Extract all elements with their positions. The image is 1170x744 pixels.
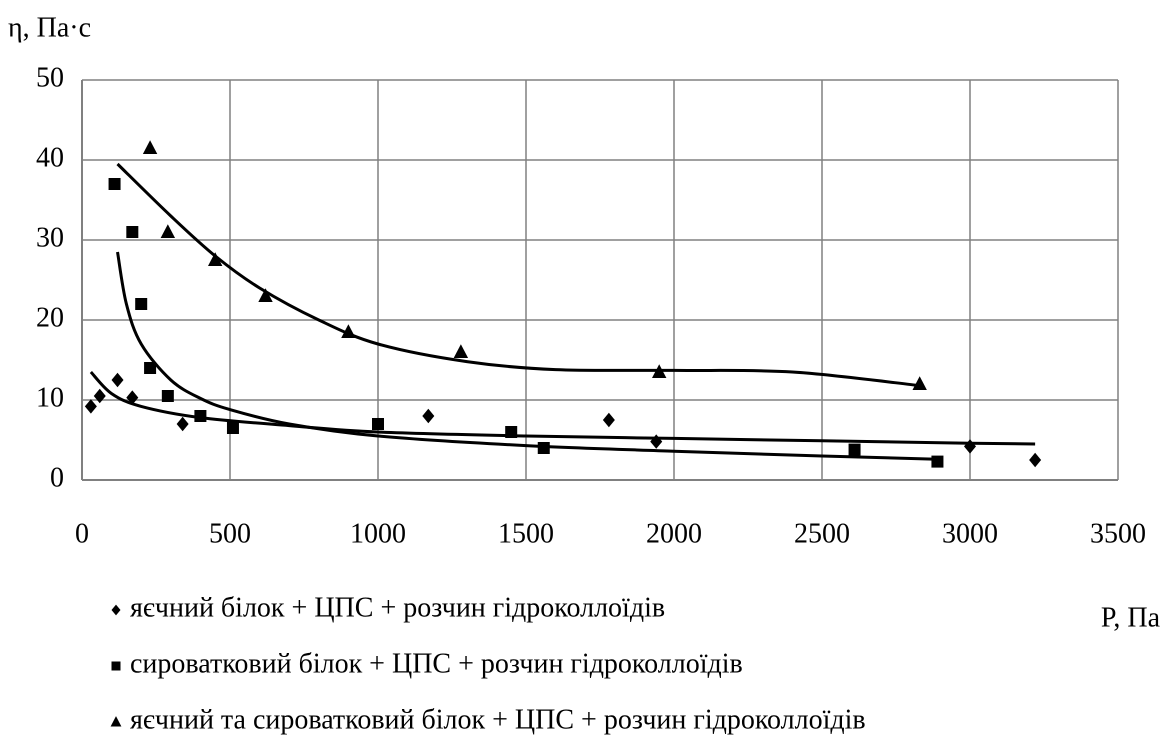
data-point xyxy=(537,442,550,454)
trend-line xyxy=(116,251,938,461)
legend-label: яєчний та сироватковий білок + ЦПС + роз… xyxy=(130,704,866,735)
data-point xyxy=(341,324,356,338)
data-point xyxy=(84,399,97,414)
legend-marker xyxy=(111,604,121,616)
y-tick-label: 10 xyxy=(36,382,64,413)
trend-line xyxy=(89,370,1036,446)
data-point xyxy=(372,418,384,430)
data-point xyxy=(453,344,469,358)
data-point xyxy=(160,224,176,238)
y-tick-label: 20 xyxy=(36,302,64,333)
legend-label: сироватковий білок + ЦПС + розчин гідрок… xyxy=(130,648,743,679)
data-point xyxy=(931,455,944,468)
legend-marker xyxy=(111,661,121,671)
trend-line xyxy=(116,162,920,388)
x-tick-label: 1500 xyxy=(498,518,554,549)
data-point xyxy=(422,408,435,424)
data-point xyxy=(93,388,106,404)
x-tick-label: 0 xyxy=(75,518,89,549)
y-tick-label: 50 xyxy=(36,62,64,93)
data-point xyxy=(650,434,663,449)
legend-label: яєчний білок + ЦПС + розчин гідроколлоїд… xyxy=(130,592,665,623)
data-point xyxy=(652,364,667,378)
legend-marker xyxy=(110,716,122,727)
data-point xyxy=(111,372,124,388)
data-point xyxy=(208,252,223,266)
data-point xyxy=(964,439,976,454)
data-point xyxy=(258,288,273,302)
data-point xyxy=(144,362,157,374)
y-tick-label: 30 xyxy=(36,222,64,253)
x-axis-label: P, Па xyxy=(1101,602,1161,633)
y-tick-label: 40 xyxy=(36,142,64,173)
x-tick-label: 2000 xyxy=(646,518,702,549)
x-tick-label: 3500 xyxy=(1090,518,1146,549)
data-point xyxy=(226,422,239,434)
data-point xyxy=(126,390,139,405)
data-point xyxy=(176,416,189,432)
data-point xyxy=(505,426,518,438)
data-point xyxy=(135,298,148,310)
x-tick-label: 1000 xyxy=(350,518,406,549)
x-tick-label: 2500 xyxy=(794,518,850,549)
data-point xyxy=(126,226,139,238)
x-tick-label: 3000 xyxy=(942,518,998,549)
x-tick-label: 500 xyxy=(209,518,251,549)
y-tick-label: 0 xyxy=(50,462,64,493)
data-point xyxy=(108,178,121,190)
data-point xyxy=(194,410,207,422)
data-point xyxy=(1029,452,1042,468)
data-point xyxy=(848,443,861,456)
data-point xyxy=(142,140,158,154)
data-point xyxy=(912,376,927,390)
y-axis-label: η, Па·с xyxy=(8,12,91,43)
data-point xyxy=(161,390,174,402)
data-point xyxy=(602,412,615,428)
